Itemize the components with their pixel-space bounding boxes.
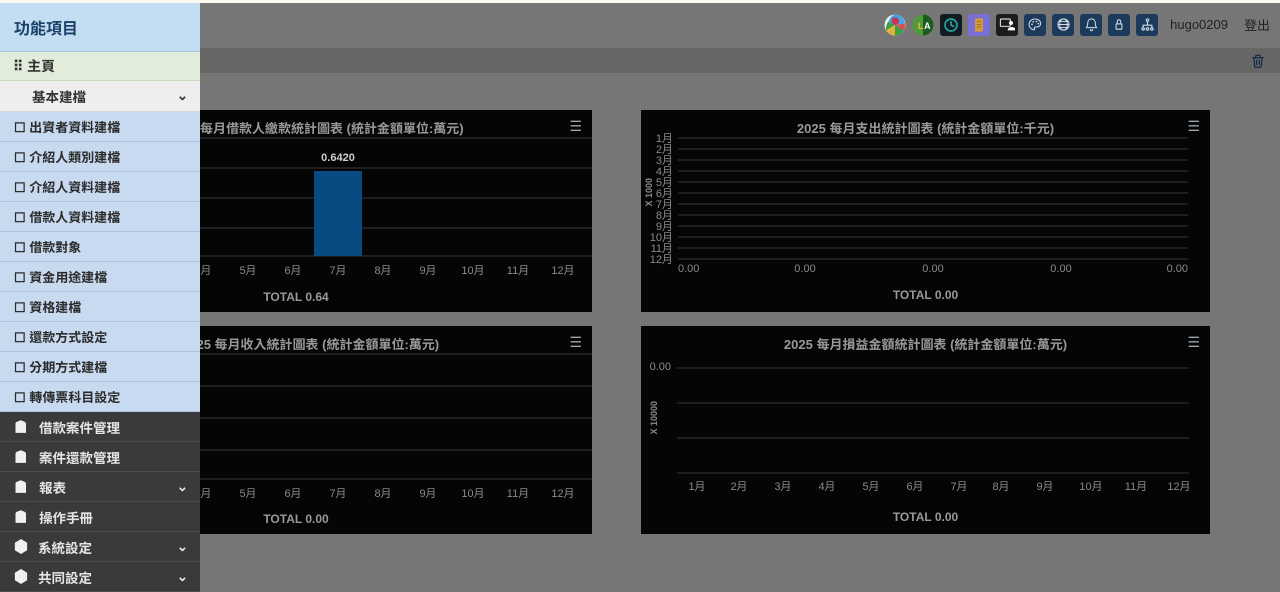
- svg-text:5月: 5月: [239, 265, 256, 277]
- svg-text:6月: 6月: [284, 265, 301, 277]
- svg-text:3月: 3月: [774, 481, 791, 493]
- svg-text:6月: 6月: [906, 481, 923, 493]
- svg-text:4月: 4月: [818, 481, 835, 493]
- svg-text:0.00: 0.00: [794, 263, 815, 275]
- svg-text:1月: 1月: [688, 481, 705, 493]
- svg-text:12月: 12月: [551, 488, 574, 500]
- svg-text:0.6420: 0.6420: [321, 152, 355, 164]
- svg-text:12月: 12月: [1167, 481, 1190, 493]
- svg-text:7月: 7月: [950, 481, 967, 493]
- svg-text:0.00: 0.00: [678, 263, 699, 275]
- svg-text:0.00: 0.00: [922, 263, 943, 275]
- svg-text:9月: 9月: [419, 488, 436, 500]
- svg-text:11月: 11月: [1125, 481, 1147, 493]
- svg-text:11月: 11月: [507, 488, 529, 500]
- svg-text:L: L: [918, 20, 924, 30]
- svg-text:10月: 10月: [1079, 481, 1102, 493]
- svg-text:0.00: 0.00: [1050, 263, 1071, 275]
- svg-text:8月: 8月: [992, 481, 1009, 493]
- svg-text:A: A: [924, 20, 931, 30]
- svg-text:12月: 12月: [650, 254, 673, 266]
- svg-text:5月: 5月: [239, 488, 256, 500]
- svg-text:10月: 10月: [461, 265, 484, 277]
- svg-text:8月: 8月: [374, 488, 391, 500]
- svg-text:6月: 6月: [284, 488, 301, 500]
- svg-text:0.00: 0.00: [1167, 263, 1188, 275]
- svg-text:11月: 11月: [507, 265, 529, 277]
- svg-text:2月: 2月: [730, 481, 747, 493]
- svg-text:9月: 9月: [1036, 481, 1053, 493]
- svg-text:5月: 5月: [862, 481, 879, 493]
- svg-text:12月: 12月: [551, 265, 574, 277]
- svg-text:0.00: 0.00: [650, 361, 671, 373]
- svg-text:8月: 8月: [374, 265, 391, 277]
- svg-text:9月: 9月: [419, 265, 436, 277]
- svg-text:10月: 10月: [461, 488, 484, 500]
- svg-text:7月: 7月: [329, 265, 346, 277]
- svg-text:7月: 7月: [329, 488, 346, 500]
